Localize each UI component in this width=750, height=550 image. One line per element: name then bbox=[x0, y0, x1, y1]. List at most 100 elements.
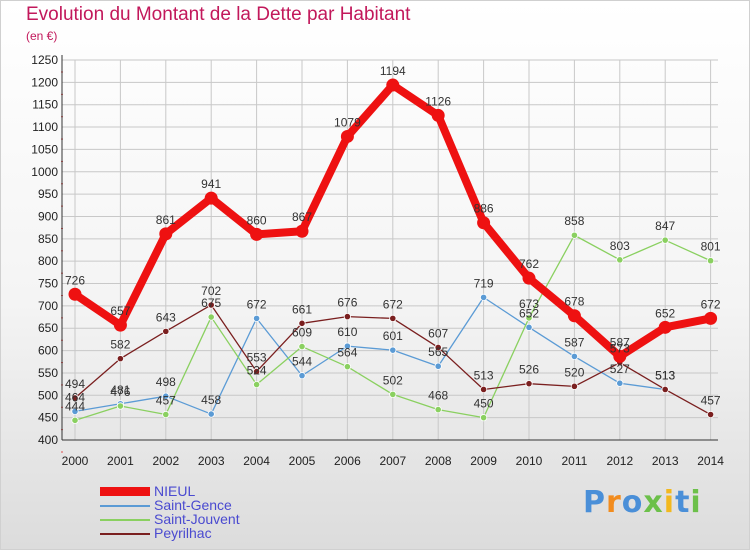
x-tick-label: 2000 bbox=[62, 454, 89, 468]
point-peyrilhac bbox=[343, 313, 351, 321]
data-label-peyrilhac: 607 bbox=[428, 326, 448, 340]
point-saint-jouvent bbox=[706, 257, 715, 265]
data-label-saint-gence: 652 bbox=[519, 306, 539, 320]
data-label-nieul: 860 bbox=[247, 213, 267, 227]
point-nieul bbox=[386, 78, 400, 92]
point-peyrilhac bbox=[525, 380, 533, 388]
logo-letter: r bbox=[606, 485, 622, 520]
x-tick-label: 2006 bbox=[334, 454, 361, 468]
data-label-saint-gence: 672 bbox=[247, 297, 267, 311]
data-label-peyrilhac: 661 bbox=[292, 302, 312, 316]
point-peyrilhac bbox=[661, 385, 669, 394]
point-saint-jouvent bbox=[253, 380, 261, 389]
data-label-peyrilhac: 672 bbox=[383, 297, 403, 311]
data-label-nieul: 672 bbox=[701, 297, 721, 311]
point-saint-gence bbox=[479, 293, 488, 301]
point-saint-jouvent bbox=[570, 231, 579, 239]
data-label-saint-jouvent: 673 bbox=[519, 297, 539, 311]
data-label-nieul: 1194 bbox=[380, 64, 406, 78]
point-saint-gence bbox=[71, 407, 79, 415]
legend-label-saint-gence: Saint-Gence bbox=[154, 497, 232, 513]
data-label-peyrilhac: 573 bbox=[610, 342, 630, 356]
legend-label-nieul: NIEUL bbox=[154, 483, 196, 499]
point-saint-gence bbox=[616, 379, 624, 387]
y-tick-label: 800 bbox=[38, 254, 58, 268]
legend-swatch-nieul bbox=[100, 487, 150, 496]
point-nieul bbox=[522, 271, 536, 285]
legend-swatch-saint-jouvent bbox=[100, 519, 150, 521]
point-saint-jouvent bbox=[343, 363, 351, 371]
point-nieul bbox=[250, 227, 264, 241]
data-label-saint-jouvent: 450 bbox=[474, 397, 494, 411]
y-tick-label: 600 bbox=[38, 344, 58, 358]
y-tick-label: 850 bbox=[38, 232, 58, 246]
data-label-peyrilhac: 494 bbox=[65, 377, 85, 391]
point-saint-jouvent bbox=[616, 256, 624, 264]
y-tick-label: 950 bbox=[38, 187, 58, 201]
point-saint-jouvent bbox=[162, 410, 170, 419]
point-saint-jouvent bbox=[434, 405, 442, 414]
point-saint-jouvent bbox=[525, 314, 533, 322]
data-label-peyrilhac: 643 bbox=[156, 310, 176, 324]
y-tick-label: 650 bbox=[38, 321, 58, 335]
data-label-nieul: 861 bbox=[156, 213, 176, 227]
data-label-peyrilhac: 582 bbox=[110, 338, 130, 352]
y-tick-label: 450 bbox=[38, 411, 58, 425]
data-label-saint-jouvent: 847 bbox=[655, 219, 675, 233]
y-tick-label: 900 bbox=[38, 209, 58, 223]
x-tick-label: 2012 bbox=[606, 454, 633, 468]
x-tick-label: 2005 bbox=[289, 454, 316, 468]
point-saint-jouvent bbox=[116, 402, 125, 410]
x-tick-label: 2009 bbox=[470, 454, 497, 468]
data-label-saint-jouvent: 524 bbox=[247, 364, 267, 378]
y-tick-label: 400 bbox=[38, 433, 58, 447]
data-label-saint-jouvent: 502 bbox=[383, 373, 403, 387]
data-label-saint-gence: 587 bbox=[564, 335, 584, 349]
y-tick-label: 1150 bbox=[32, 98, 58, 112]
point-nieul bbox=[295, 224, 309, 238]
logo-letter: t bbox=[675, 485, 691, 520]
data-label-nieul: 678 bbox=[564, 295, 584, 309]
logo-letter: i bbox=[663, 485, 676, 520]
point-peyrilhac bbox=[71, 394, 79, 402]
data-label-saint-jouvent: 675 bbox=[201, 296, 221, 310]
point-saint-gence bbox=[434, 362, 442, 370]
point-saint-gence bbox=[343, 342, 351, 350]
proxiti-logo: Proxiti bbox=[583, 485, 702, 520]
y-tick-label: 1250 bbox=[31, 53, 58, 67]
data-label-saint-gence: 458 bbox=[201, 393, 221, 407]
point-nieul bbox=[204, 191, 218, 205]
point-nieul bbox=[340, 129, 354, 143]
data-label-nieul: 652 bbox=[655, 306, 675, 320]
data-label-peyrilhac: 553 bbox=[247, 351, 267, 365]
point-nieul bbox=[567, 309, 581, 323]
legend-label-saint-jouvent: Saint-Jouvent bbox=[154, 511, 240, 527]
logo-letter: x bbox=[643, 485, 664, 520]
legend-swatch-saint-gence bbox=[100, 505, 150, 507]
data-label-saint-jouvent: 444 bbox=[65, 399, 85, 413]
data-label-nieul: 762 bbox=[519, 257, 539, 271]
chart-subtitle: (en €) bbox=[26, 29, 58, 43]
data-label-peyrilhac: 520 bbox=[564, 365, 584, 379]
point-saint-gence bbox=[207, 410, 215, 418]
y-tick-label: 500 bbox=[38, 388, 58, 402]
point-saint-gence bbox=[162, 392, 170, 400]
point-saint-jouvent bbox=[298, 342, 306, 351]
data-label-peyrilhac: 513 bbox=[474, 368, 494, 382]
data-label-saint-jouvent: 564 bbox=[337, 346, 357, 360]
y-tick-label: 700 bbox=[38, 299, 58, 313]
logo-letter: P bbox=[583, 485, 606, 520]
x-tick-label: 2003 bbox=[198, 454, 225, 468]
data-label-saint-gence: 565 bbox=[428, 345, 448, 359]
logo-letter: o bbox=[621, 485, 644, 520]
y-tick-label: 1000 bbox=[31, 165, 58, 179]
data-label-saint-gence: 601 bbox=[383, 329, 403, 343]
y-tick-label: 1100 bbox=[32, 120, 58, 134]
data-label-nieul: 726 bbox=[65, 273, 85, 287]
y-tick-label: 750 bbox=[38, 277, 58, 291]
data-label-nieul: 657 bbox=[110, 304, 130, 318]
data-label-saint-gence: 498 bbox=[156, 375, 176, 389]
x-tick-label: 2008 bbox=[425, 454, 452, 468]
data-label-nieul: 1079 bbox=[334, 115, 361, 129]
